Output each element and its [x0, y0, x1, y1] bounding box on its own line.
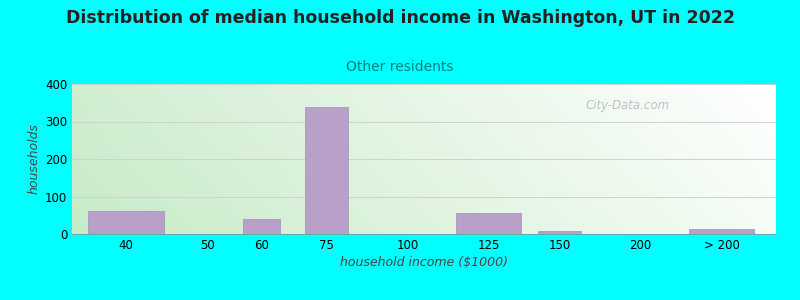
X-axis label: household income ($1000): household income ($1000) [340, 256, 508, 269]
Bar [88, 211, 164, 234]
Text: Other residents: Other residents [346, 60, 454, 74]
Bar [305, 106, 348, 234]
Bar [457, 213, 522, 234]
Text: City-Data.com: City-Data.com [586, 99, 670, 112]
Bar [242, 219, 281, 234]
Bar [538, 231, 581, 234]
Text: Distribution of median household income in Washington, UT in 2022: Distribution of median household income … [66, 9, 734, 27]
Bar [690, 229, 754, 234]
Y-axis label: households: households [28, 124, 41, 194]
